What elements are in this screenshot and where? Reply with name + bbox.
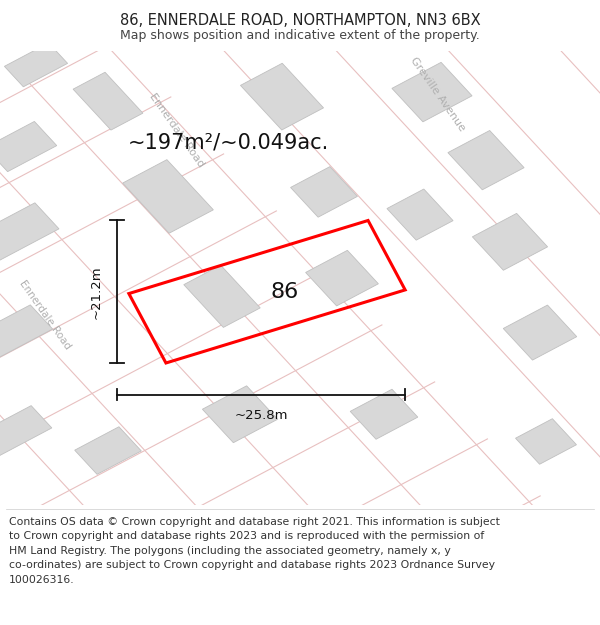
Polygon shape bbox=[0, 305, 53, 360]
Polygon shape bbox=[4, 43, 68, 87]
Text: ~197m²/~0.049ac.: ~197m²/~0.049ac. bbox=[127, 132, 329, 152]
Text: Contains OS data © Crown copyright and database right 2021. This information is : Contains OS data © Crown copyright and d… bbox=[9, 517, 500, 584]
Polygon shape bbox=[241, 63, 323, 130]
Polygon shape bbox=[305, 251, 379, 306]
Polygon shape bbox=[202, 386, 278, 442]
Polygon shape bbox=[184, 265, 260, 328]
Polygon shape bbox=[392, 62, 472, 122]
Text: ~21.2m: ~21.2m bbox=[89, 265, 103, 319]
Polygon shape bbox=[73, 72, 143, 130]
Polygon shape bbox=[122, 159, 214, 233]
Text: Ennerdale Road: Ennerdale Road bbox=[17, 278, 73, 351]
Polygon shape bbox=[350, 389, 418, 439]
Polygon shape bbox=[448, 131, 524, 190]
Polygon shape bbox=[0, 121, 57, 172]
Text: 86, ENNERDALE ROAD, NORTHAMPTON, NN3 6BX: 86, ENNERDALE ROAD, NORTHAMPTON, NN3 6BX bbox=[119, 12, 481, 28]
Text: ~25.8m: ~25.8m bbox=[235, 409, 288, 422]
Polygon shape bbox=[387, 189, 453, 240]
Text: 86: 86 bbox=[271, 282, 299, 302]
Polygon shape bbox=[515, 419, 577, 464]
Polygon shape bbox=[472, 213, 548, 270]
Text: Greville Avenue: Greville Avenue bbox=[409, 56, 467, 133]
Polygon shape bbox=[0, 203, 59, 262]
Text: Ennerdale Road: Ennerdale Road bbox=[148, 92, 206, 169]
Polygon shape bbox=[290, 167, 358, 217]
Polygon shape bbox=[0, 406, 52, 459]
Text: Map shows position and indicative extent of the property.: Map shows position and indicative extent… bbox=[120, 29, 480, 42]
Polygon shape bbox=[74, 427, 142, 474]
Polygon shape bbox=[503, 305, 577, 360]
